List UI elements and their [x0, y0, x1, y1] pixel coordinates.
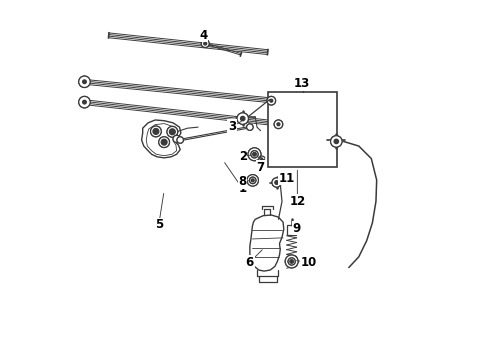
- Text: 6: 6: [245, 256, 253, 269]
- Circle shape: [150, 126, 161, 137]
- Circle shape: [269, 99, 272, 102]
- Text: 3: 3: [227, 120, 236, 133]
- Circle shape: [251, 179, 254, 182]
- Text: 5: 5: [154, 218, 163, 231]
- Circle shape: [250, 151, 258, 158]
- Text: 7: 7: [256, 161, 264, 174]
- Circle shape: [271, 178, 281, 187]
- Bar: [267, 93, 337, 167]
- Text: 8: 8: [238, 175, 246, 188]
- Circle shape: [333, 139, 338, 144]
- Text: 12: 12: [289, 195, 305, 208]
- Text: 2: 2: [238, 150, 246, 163]
- Circle shape: [201, 40, 209, 48]
- Circle shape: [79, 76, 90, 87]
- Circle shape: [274, 120, 282, 129]
- Text: 4: 4: [199, 29, 207, 42]
- Circle shape: [266, 96, 275, 105]
- Circle shape: [177, 137, 183, 143]
- Circle shape: [203, 42, 206, 45]
- Circle shape: [173, 135, 180, 143]
- Text: 11: 11: [278, 172, 294, 185]
- Circle shape: [247, 148, 261, 161]
- Circle shape: [82, 100, 86, 104]
- Circle shape: [246, 124, 253, 130]
- Circle shape: [252, 153, 256, 156]
- Polygon shape: [142, 120, 181, 158]
- Circle shape: [159, 137, 169, 148]
- Polygon shape: [146, 123, 177, 156]
- Circle shape: [237, 113, 248, 124]
- Text: 10: 10: [300, 256, 316, 269]
- Circle shape: [153, 129, 159, 134]
- Circle shape: [289, 260, 293, 263]
- Circle shape: [249, 177, 255, 184]
- Bar: [287, 225, 295, 235]
- Circle shape: [287, 258, 295, 265]
- Polygon shape: [249, 215, 283, 271]
- Circle shape: [330, 136, 341, 147]
- Circle shape: [246, 175, 258, 186]
- Circle shape: [166, 126, 177, 137]
- Circle shape: [79, 96, 90, 108]
- Circle shape: [161, 139, 167, 145]
- Circle shape: [82, 80, 86, 84]
- Circle shape: [276, 123, 279, 126]
- Circle shape: [274, 181, 278, 184]
- Text: 1: 1: [238, 183, 246, 195]
- Circle shape: [285, 255, 298, 268]
- Text: 13: 13: [293, 77, 309, 90]
- Circle shape: [169, 129, 175, 135]
- Text: 9: 9: [291, 222, 300, 235]
- Circle shape: [240, 116, 244, 121]
